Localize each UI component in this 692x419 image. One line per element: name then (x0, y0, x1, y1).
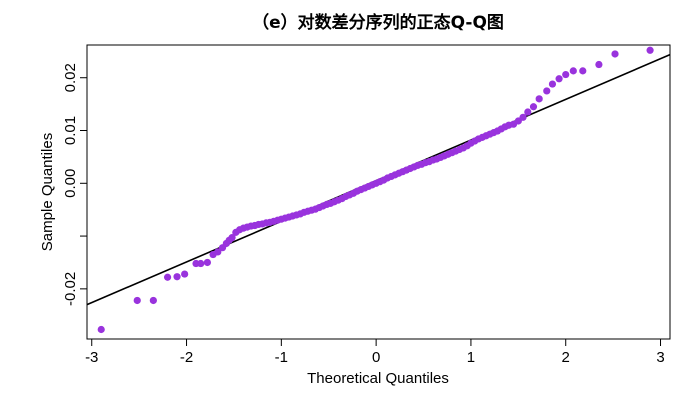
data-point (548, 80, 557, 88)
data-point (133, 296, 141, 305)
y-axis: -0.02 0.00 0.01 0.02 (62, 63, 87, 306)
y-tick-label: 0.00 (62, 169, 79, 198)
data-point (611, 50, 619, 58)
x-axis: -3 -2 -1 0 1 2 3 (85, 339, 665, 366)
points-layer (97, 46, 654, 334)
data-point (529, 103, 538, 111)
x-tick-label: 0 (372, 349, 380, 366)
x-tick-label: -2 (180, 349, 193, 366)
y-tick-label: 0.02 (62, 63, 79, 92)
data-point (97, 325, 105, 334)
y-tick-label: -0.02 (62, 272, 79, 306)
x-tick-label: 2 (562, 349, 570, 366)
x-tick-label: 1 (467, 349, 475, 366)
data-point (543, 87, 551, 95)
data-point (228, 234, 236, 242)
data-point (562, 70, 570, 79)
data-point (163, 273, 172, 281)
data-point (197, 259, 205, 268)
data-point (646, 46, 654, 54)
data-point (569, 67, 577, 75)
data-point (214, 248, 222, 256)
data-point (203, 258, 211, 267)
x-tick-label: -3 (85, 349, 98, 366)
y-tick-label: 0.01 (62, 116, 79, 145)
y-axis-label: Sample Quantiles (39, 133, 56, 251)
data-point (173, 273, 181, 281)
data-point (149, 296, 157, 305)
data-point (595, 60, 603, 69)
data-point (555, 75, 563, 83)
data-point (519, 113, 527, 121)
data-point (535, 95, 543, 103)
x-tick-label: 3 (656, 349, 664, 366)
x-tick-label: -1 (275, 349, 288, 366)
chart-title: （e）对数差分序列的正态Q-Q图 (252, 12, 504, 33)
x-axis-label: Theoretical Quantiles (307, 370, 449, 387)
data-point (579, 67, 587, 75)
data-point (524, 108, 532, 116)
data-point (181, 270, 189, 278)
plot-frame (86, 44, 671, 340)
